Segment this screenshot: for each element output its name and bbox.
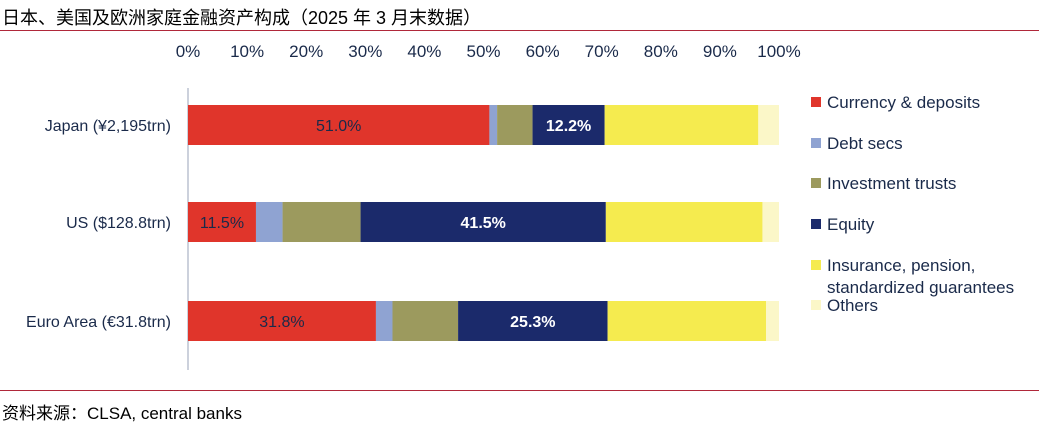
x-tick-label: 80% (644, 42, 678, 61)
top-rule (0, 30, 1039, 31)
bar-segment (360, 202, 606, 242)
category-label: Japan (¥2,195trn) (45, 118, 171, 135)
x-axis-ticks: 0% 10% 20% 30% 40% 50% 60% 70% 80% 90% 100% (176, 42, 801, 61)
bar-segment (765, 301, 779, 341)
legend-label: Debt secs (827, 134, 903, 153)
legend: Currency & deposits Debt secs Investment t… (811, 93, 1014, 315)
category-label: Euro Area (€31.8trn) (26, 314, 171, 331)
x-tick-label: 60% (526, 42, 560, 61)
x-tick-label: 100% (757, 42, 800, 61)
legend-label: Insurance, pension, (827, 256, 975, 275)
legend-label: Currency & deposits (827, 93, 980, 112)
data-label: 51.0% (316, 118, 361, 135)
bar-segment (282, 202, 361, 242)
legend-swatch (811, 260, 821, 270)
data-label: 31.8% (259, 314, 304, 331)
x-tick-label: 20% (289, 42, 323, 61)
bar-segment (758, 105, 779, 145)
legend-swatch (811, 178, 821, 188)
source-note: 资料来源：CLSA, central banks (2, 404, 242, 423)
bar-segment (607, 301, 766, 341)
legend-label: Others (827, 296, 878, 315)
x-tick-label: 70% (585, 42, 619, 61)
bar-segment (604, 105, 759, 145)
data-label: 12.2% (546, 118, 591, 135)
x-tick-label: 50% (466, 42, 500, 61)
legend-swatch (811, 219, 821, 229)
legend-swatch (811, 97, 821, 107)
bar-segment (375, 301, 393, 341)
legend-label: Investment trusts (827, 174, 956, 193)
x-tick-label: 40% (407, 42, 441, 61)
x-tick-label: 0% (176, 42, 201, 61)
bar-groups: 51.0% 12.2% 11.5% 41.5% 31.8% 25.3% (188, 105, 779, 341)
data-label: 25.3% (510, 314, 555, 331)
legend-swatch (811, 300, 821, 310)
bar-segment (188, 301, 376, 341)
x-tick-label: 30% (348, 42, 382, 61)
bar-segment (532, 105, 605, 145)
bar-segment (497, 105, 533, 145)
legend-swatch (811, 138, 821, 148)
bottom-rule (0, 390, 1039, 391)
bar-segment (489, 105, 498, 145)
bar-segment (188, 105, 490, 145)
legend-label: Equity (827, 215, 875, 234)
chart-title: 日本、美国及欧洲家庭金融资产构成（2025 年 3 月末数据） (2, 8, 482, 28)
data-label: 11.5% (200, 215, 244, 232)
category-labels: Japan (¥2,195trn) US ($128.8trn) Euro Area… (26, 118, 171, 331)
bar-segment (188, 202, 256, 242)
x-tick-label: 90% (703, 42, 737, 61)
legend-label: standardized guarantees (827, 278, 1014, 297)
bar-segment (392, 301, 459, 341)
bar-segment (762, 202, 779, 242)
bar-segment (605, 202, 763, 242)
x-tick-label: 10% (230, 42, 264, 61)
bar-segment (458, 301, 608, 341)
bar-segment (255, 202, 283, 242)
data-label: 41.5% (461, 215, 506, 232)
category-label: US ($128.8trn) (66, 215, 171, 232)
